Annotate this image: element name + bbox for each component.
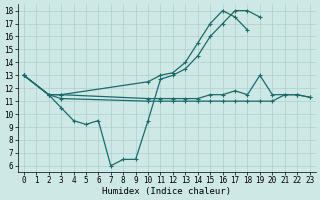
- X-axis label: Humidex (Indice chaleur): Humidex (Indice chaleur): [102, 187, 231, 196]
